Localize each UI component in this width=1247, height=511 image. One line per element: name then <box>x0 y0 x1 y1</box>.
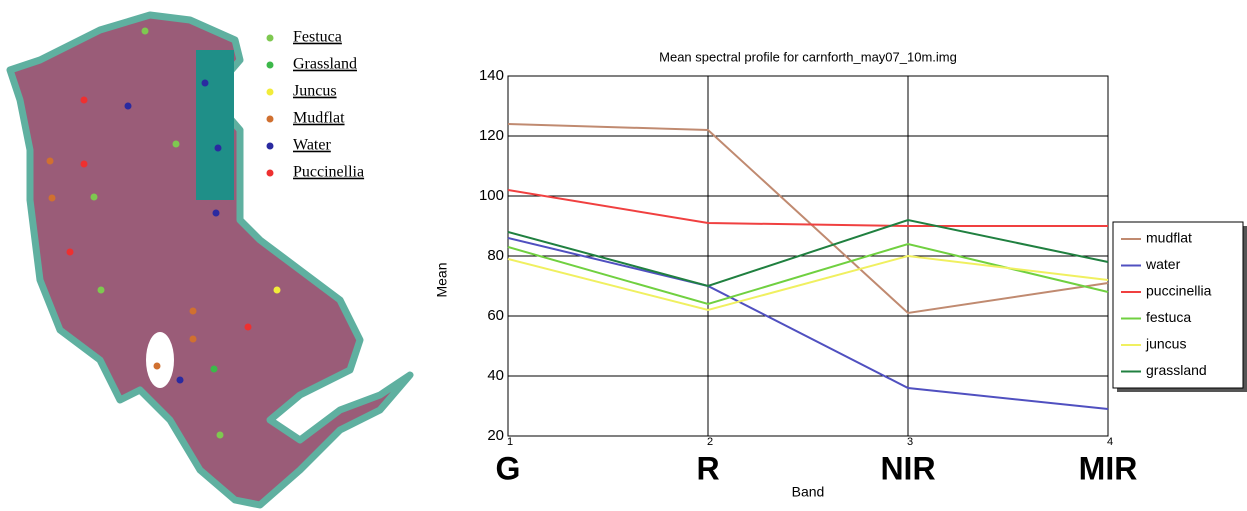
chart: Mean spectral profile for carnforth_may0… <box>420 0 1247 511</box>
y-tick-label: 20 <box>487 427 504 444</box>
x-tick-label: 3 <box>907 436 913 448</box>
point <box>213 210 220 217</box>
map: Festuca Grassland Juncus Mudflat Water Puccin… <box>0 0 420 511</box>
legend-label: grassland <box>1146 362 1207 378</box>
legend-marker <box>267 62 274 69</box>
point <box>245 324 252 331</box>
band-label: MIR <box>1079 450 1138 486</box>
legend-marker <box>267 143 274 150</box>
point <box>81 161 88 168</box>
point <box>91 194 98 201</box>
point <box>190 308 197 315</box>
point <box>142 28 149 35</box>
band-label: NIR <box>880 450 935 486</box>
y-tick-label: 100 <box>479 187 504 204</box>
point <box>67 249 74 256</box>
point <box>125 103 132 110</box>
point <box>215 145 222 152</box>
legend-label: puccinellia <box>1146 283 1212 299</box>
point <box>81 97 88 104</box>
point <box>211 366 218 373</box>
point <box>98 287 105 294</box>
legend-label: Grassland <box>293 56 357 73</box>
legend-label: Festuca <box>293 29 342 46</box>
x-axis-label: Band <box>792 484 825 500</box>
point <box>190 336 197 343</box>
inlet <box>146 332 174 388</box>
page: Festuca Grassland Juncus Mudflat Water Puccin… <box>0 0 1247 511</box>
legend-marker <box>267 116 274 123</box>
point <box>274 287 281 294</box>
y-tick-label: 140 <box>479 67 504 84</box>
legend-label: Puccinellia <box>293 164 364 181</box>
point <box>177 377 184 384</box>
legend-label: mudflat <box>1146 230 1192 246</box>
legend-label: Water <box>293 137 331 154</box>
y-tick-label: 80 <box>487 247 504 264</box>
legend-label: Juncus <box>293 83 337 100</box>
point <box>49 195 56 202</box>
y-tick-label: 60 <box>487 307 504 324</box>
legend-marker <box>267 35 274 42</box>
point <box>173 141 180 148</box>
legend-marker <box>267 170 274 177</box>
chart-title: Mean spectral profile for carnforth_may0… <box>659 49 957 64</box>
y-tick-label: 40 <box>487 367 504 384</box>
band-label: G <box>496 450 521 486</box>
point <box>154 363 161 370</box>
legend-marker <box>267 89 274 96</box>
point <box>202 80 209 87</box>
y-tick-label: 120 <box>479 127 504 144</box>
water-body <box>196 50 234 200</box>
x-tick-label: 2 <box>707 436 713 448</box>
band-label: R <box>696 450 719 486</box>
point <box>217 432 224 439</box>
legend-label: water <box>1145 256 1181 272</box>
legend-label: festuca <box>1146 309 1191 325</box>
legend-label: juncus <box>1145 336 1186 352</box>
legend-label: Mudflat <box>293 110 345 127</box>
x-tick-label: 1 <box>507 436 513 448</box>
point <box>47 158 54 165</box>
y-axis-label: Mean <box>434 262 450 297</box>
x-tick-label: 4 <box>1107 436 1113 448</box>
